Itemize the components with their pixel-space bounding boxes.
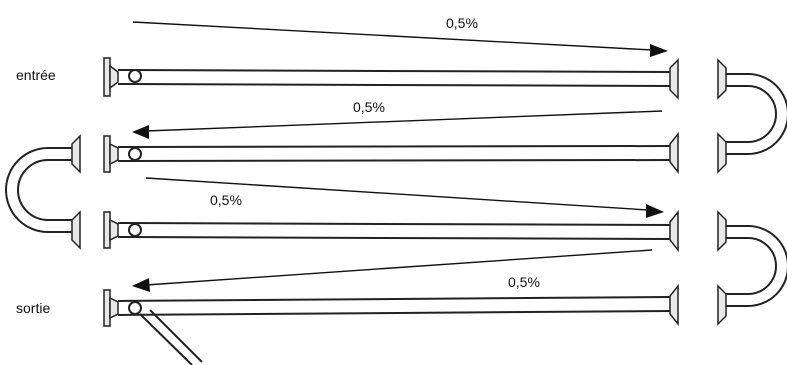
connector-icon xyxy=(128,223,142,237)
slope-arrow-2 xyxy=(132,110,663,139)
connector-icon xyxy=(128,69,142,83)
pipe-2 xyxy=(103,131,679,175)
return-bend-left xyxy=(5,134,81,250)
pipe-3 xyxy=(103,209,679,253)
slope-arrow-1 xyxy=(132,21,668,57)
slope-label-3: 0,5% xyxy=(210,192,242,208)
slope-arrow-3 xyxy=(145,177,664,218)
outlet-label: sortie xyxy=(16,300,50,316)
return-bend-right-bottom xyxy=(717,210,787,326)
slope-label-1: 0,5% xyxy=(446,15,478,31)
pipe-4 xyxy=(103,283,679,365)
connector-icon xyxy=(128,301,142,315)
slope-arrow-4 xyxy=(132,249,653,292)
connector-icon xyxy=(128,147,142,161)
slope-label-4: 0,5% xyxy=(508,274,540,290)
slope-label-2: 0,5% xyxy=(353,99,385,115)
return-bend-right-top xyxy=(717,58,787,174)
pipe-1 xyxy=(103,57,679,100)
inlet-label: entrée xyxy=(16,67,56,83)
